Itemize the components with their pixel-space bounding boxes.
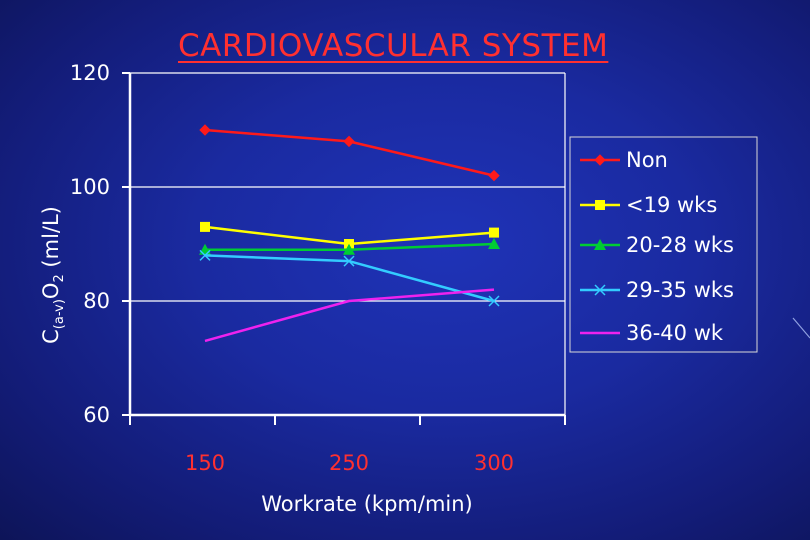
series-4 [204,288,495,343]
x-tick-label: 300 [474,451,514,475]
data-point [488,238,500,249]
y-axis-label-prefix: C [39,329,63,344]
slide-title: CARDIOVASCULAR SYSTEM [178,28,609,64]
data-point [199,124,211,136]
data-point [343,135,355,148]
y-tick-label: 120 [70,61,110,85]
data-point-stroke [199,249,211,261]
data-point [489,227,499,238]
legend-item: <19 wks [580,193,717,217]
legend-label: <19 wks [626,193,717,217]
x-axis-label: Workrate (kpm/min) [261,492,473,516]
legend-label: Non [626,148,668,172]
data-point [488,295,500,307]
y-ticks: 60 80 100 120 [70,61,130,427]
data-point [199,249,211,261]
legend-box [569,136,758,353]
y-axis-label-subscript2: 2 [52,274,67,282]
series-line [204,288,495,343]
axes [128,73,566,417]
data-point [488,169,500,182]
series-3 [199,249,500,307]
legend-item: 29-35 wks [580,278,734,302]
series-group [199,124,500,343]
series-0 [199,124,500,182]
y-tick-label: 60 [83,403,110,427]
data-point [343,243,355,255]
legend-marker [595,200,605,210]
legend-marker [594,154,606,166]
data-point [200,221,210,232]
legend-label: 20-28 wks [626,233,734,257]
decorative-stroke [792,317,810,339]
y-axis-label-suffix: (ml/L) [39,206,63,274]
legend-marker [594,284,606,296]
legend-marker [594,239,606,250]
legend-label: 36-40 wk [626,321,724,345]
legend-item: Non [580,148,668,172]
y-axis-label: C(a-v)O2 (ml/L) [39,206,67,344]
y-axis-label-subscript: (a-v) [52,299,67,329]
legend-label: 29-35 wks [626,278,734,302]
y-tick-label: 80 [83,289,110,313]
data-point-stroke [488,295,500,307]
legend-item: 20-28 wks [580,233,734,257]
data-point-stroke [343,255,355,267]
x-tick-label: 150 [185,451,225,475]
legend: Non <19 wks 20-28 wks 29-35 wks 36-40 wk [569,136,758,353]
data-point [343,255,355,267]
x-ticks: 150 250 300 [129,415,566,475]
y-axis-label-middle: O [39,283,63,300]
legend-item: 36-40 wk [580,321,724,345]
gridlines [130,72,565,302]
x-tick-label: 250 [329,451,369,475]
y-tick-label: 100 [70,175,110,199]
legend-marker-stroke [594,284,606,296]
